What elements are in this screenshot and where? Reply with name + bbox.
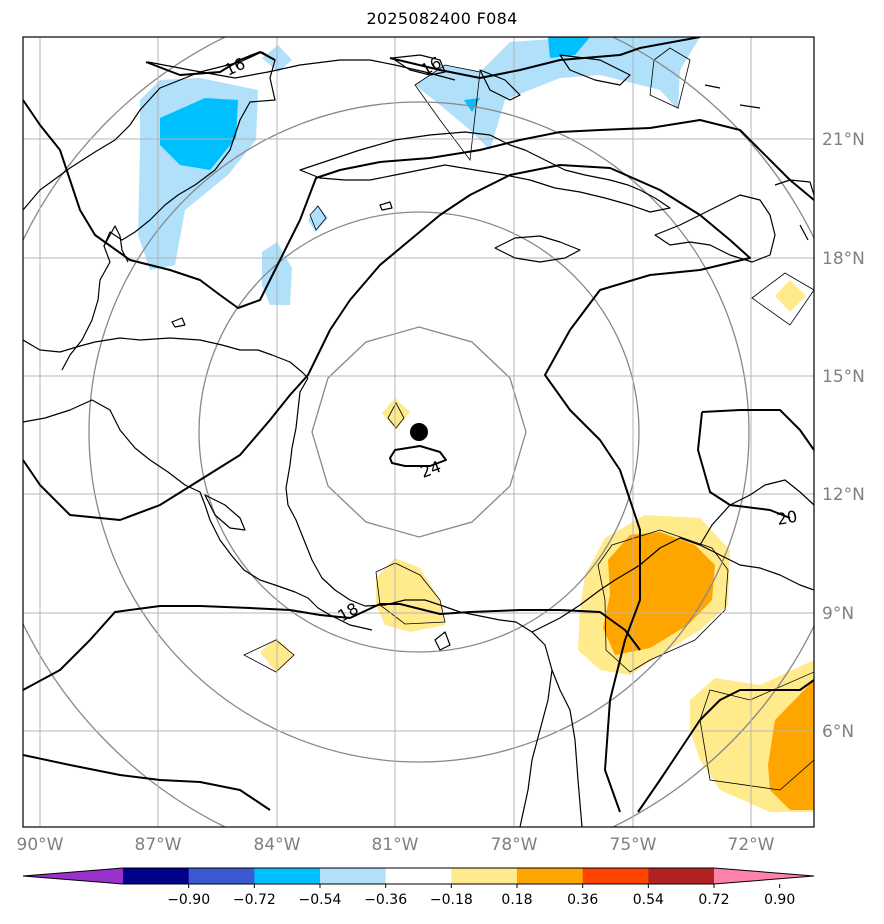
colorbar-tick-label: 0.18 [501,892,532,908]
lat-label-12n: 12°N [822,485,865,505]
colorbar-extend-low [23,868,123,884]
coast-mexico-gulf [23,51,276,371]
shade-pos-orange-southeast [768,680,814,810]
shade-outlines [243,47,814,791]
coastlines [23,51,814,827]
colorbar-tick-label: 0.54 [633,892,664,908]
positive-shading [260,280,814,812]
ring-2 [198,211,640,653]
lon-label-90w: 90°W [17,835,64,855]
coast-jamaica [494,235,581,263]
colorbar-segment [320,868,387,884]
lon-label-78w: 78°W [491,835,538,855]
contour-east-loop [697,409,814,519]
coast-florida [147,59,456,81]
coast-bahamas-3 [559,54,631,86]
shade-pos-light-center [382,398,410,430]
shade-pos-light-e-small [775,280,806,312]
colorbar-segment [517,868,584,884]
storm-center-marker [410,423,428,441]
lon-axis-labels: 90°W 87°W 84°W 81°W 78°W 75°W 72°W [17,835,775,855]
lon-label-87w: 87°W [135,835,182,855]
contour-24 [389,445,447,467]
coast-panama [439,604,553,827]
lon-label-75w: 75°W [610,835,657,855]
shade-neg-light-bahamas [415,37,700,150]
lat-label-18n: 18°N [822,249,865,269]
colorbar-tick-label: −0.36 [364,892,407,908]
shade-neg-dark-bahamas [548,37,590,58]
colorbar-segment [254,868,321,884]
lon-label-72w: 72°W [728,835,775,855]
coast-central-america-pac [23,399,373,631]
shade-neg-dark-yucatan [160,98,238,170]
ring-1 [311,326,527,538]
colorbar-tick-label: −0.54 [299,892,342,908]
lat-label-9n: 9°N [822,604,854,624]
lat-label-15n: 15°N [822,367,865,387]
colorbar-outline [22,867,815,885]
shade-neg-dark-bahamas-2 [464,98,480,112]
contour-inner-arc [307,164,751,813]
range-rings [23,37,814,827]
coast-bahamas-2 [479,69,521,101]
coast-colombia [531,537,814,633]
lat-label-21n: 21°N [822,130,865,150]
coast-central-america-n [23,337,309,379]
shade-neg-light-small-2 [308,205,328,232]
coast-venezuela [699,479,814,546]
colorbar-segment [188,868,255,884]
lon-label-81w: 81°W [372,835,419,855]
gridlines [23,37,814,827]
contour-label-20: 20 [775,507,798,529]
coast-lesser-antilles [704,84,809,241]
coast-yucatan [103,225,129,263]
contour-south [23,603,641,691]
colorbar-segment [123,868,190,884]
contour-se [637,679,814,813]
negative-shading [138,37,700,305]
coast-puerto-rico [774,179,814,196]
coast-colombia-pac [551,669,583,827]
contour-west-big [23,99,814,309]
contour-sw-arc [23,374,309,521]
colorbar-tick-label: −0.18 [430,892,473,908]
colorbar-tick-label: 0.90 [764,892,795,908]
coast-isle-youth [379,201,393,211]
colorbar-segment [582,868,649,884]
coast-small-island [171,317,186,328]
colorbar-segment [451,868,518,884]
lat-axis-labels: 21°N 18°N 15°N 12°N 9°N 6°N [822,130,865,742]
colorbar-tick-label: 0.72 [698,892,729,908]
colorbar: −0.90 −0.72 −0.54 −0.36 −0.18 0.18 0.36 0.54 0.7… [22,867,815,908]
map-frame [22,36,815,828]
lat-label-6n: 6°N [822,722,854,742]
plot-title: 2025082400 F084 [366,9,518,28]
colorbar-tick-label: −0.72 [233,892,276,908]
coast-cuba [299,131,671,213]
coast-lake-nicaragua [204,494,246,531]
shade-pos-light-panama [376,558,445,632]
colorbar-tick-label: 0.36 [567,892,598,908]
lon-label-84w: 84°W [254,835,301,855]
thick-contours [23,37,814,813]
contour-far-south [23,754,271,811]
contour-16-north [145,51,276,76]
contour-label-24: 24 [418,457,444,482]
coast-hispaniola [654,194,776,263]
contour-16-ne [389,37,701,79]
colorbar-segment [385,868,452,884]
colorbar-extend-high [714,868,814,884]
map-area: 16 16 18 20 24 [23,37,814,827]
colorbar-segment [648,868,715,884]
colorbar-tick-label: −0.90 [167,892,210,908]
ring-3 [88,101,750,763]
coast-san-andres [434,631,451,651]
